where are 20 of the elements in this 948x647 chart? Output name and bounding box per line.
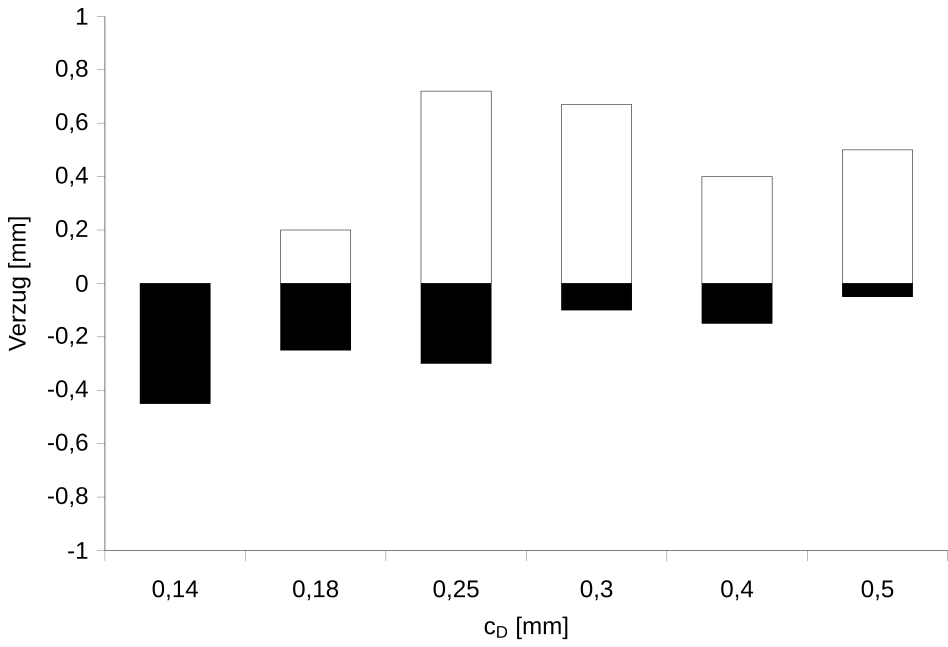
y-tick-label: 0,2 (56, 220, 88, 240)
y-tick-label: 0 (76, 274, 88, 292)
x-tick-label: 0,18 (293, 580, 338, 600)
x-tick-label: 0,14 (152, 580, 198, 600)
y-tick-label: -0,8 (48, 487, 88, 507)
y-tick-label: 1 (76, 8, 88, 25)
x-tick-label: 0,4 (721, 580, 754, 600)
x-axis-title: c$_{D}$ [mm] (484, 616, 568, 640)
y-tick-label: -0,6 (48, 434, 88, 454)
y-tick-label: -1 (68, 542, 88, 559)
x-tick-label: 0,3 (580, 580, 612, 600)
y-tick-label: 0,4 (56, 166, 88, 186)
bar (140, 283, 211, 404)
y-axis-title: Verzug [mm] (8, 217, 31, 352)
x-tick-label: 0,5 (862, 580, 894, 600)
y-tick-label: -0,4 (48, 380, 88, 400)
y-tick-label: -0,2 (48, 326, 88, 347)
x-tick-label: 0,25 (434, 580, 479, 600)
y-tick-label: 0,6 (56, 113, 88, 134)
y-tick-label: 0,8 (56, 60, 88, 80)
